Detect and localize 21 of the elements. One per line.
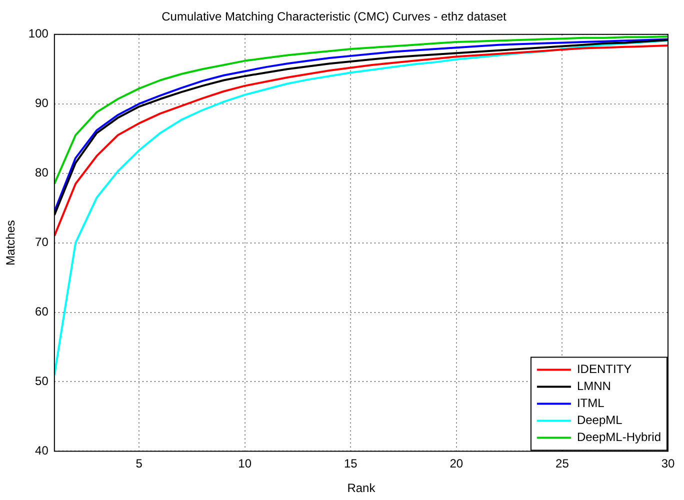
x-tick-label: 5 (136, 456, 143, 471)
x-tick-label: 30 (661, 456, 675, 471)
legend-label: ITML (576, 396, 605, 410)
y-tick-label: 90 (35, 96, 49, 110)
y-tick-label: 100 (28, 26, 49, 41)
legend-label: LMNN (576, 379, 611, 394)
x-tick-label: 15 (344, 456, 358, 471)
chart-title: Cumulative Matching Characteristic (CMC) Curves - ethz dataset (162, 10, 508, 24)
legend-label: DeepML-Hybrid (576, 430, 661, 444)
legend-label: DeepML (576, 413, 623, 428)
x-tick-label: 25 (556, 456, 570, 471)
y-tick-label: 70 (35, 235, 49, 250)
x-tick-label: 20 (450, 456, 464, 471)
y-tick-label: 40 (35, 444, 49, 458)
x-axis-title: Rank (347, 481, 376, 496)
y-tick-label: 80 (35, 166, 49, 180)
y-tick-label: 50 (35, 374, 49, 388)
y-tick-label: 60 (35, 304, 49, 319)
x-tick-label: 10 (238, 456, 252, 471)
legend-label: IDENTITY (576, 362, 632, 376)
y-axis-title: Matches (4, 220, 18, 266)
